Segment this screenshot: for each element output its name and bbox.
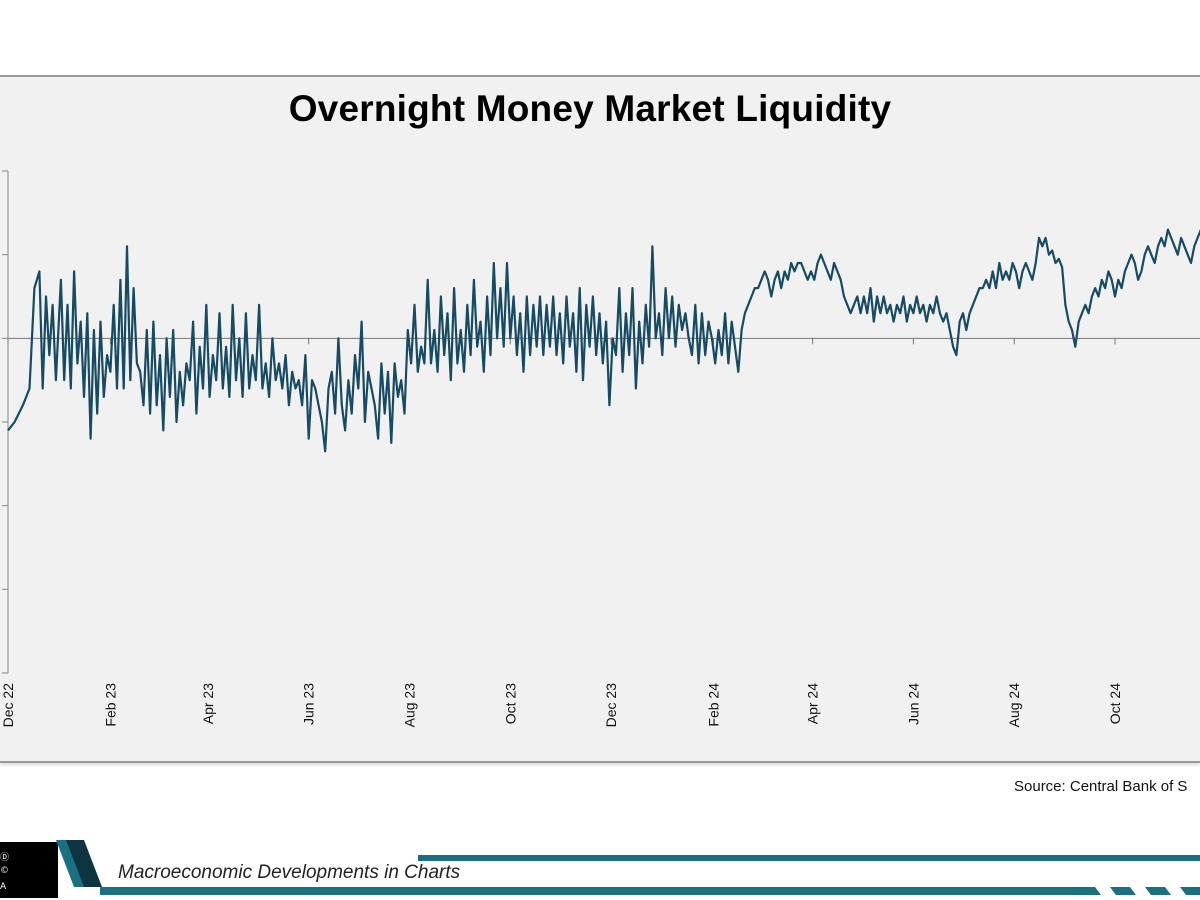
- source-note: Source: Central Bank of S: [1014, 778, 1188, 795]
- logo-glyph-2: ©: [0, 866, 9, 876]
- x-tick-label: Apr 23: [200, 683, 216, 724]
- footer-text: Macroeconomic Developments in Charts: [118, 862, 461, 883]
- footer-notch-2: [1130, 887, 1151, 895]
- x-tick-label: Aug 23: [401, 683, 417, 728]
- footer-bottom-bar: [100, 887, 1200, 895]
- logo-glyph-1: Ⓓ: [0, 853, 10, 863]
- x-tick-label: Oct 24: [1107, 683, 1123, 724]
- logo-glyph-3: A: [0, 882, 7, 892]
- x-tick-label: Oct 23: [502, 683, 518, 724]
- chart-panel: [0, 75, 1200, 763]
- x-tick-label: Feb 23: [102, 683, 118, 727]
- series-line: [7, 228, 1200, 453]
- footer-notch-3: [1165, 887, 1186, 895]
- x-tick-label: Dec 22: [0, 683, 16, 728]
- chart-title: Overnight Money Market Liquidity: [288, 88, 892, 129]
- x-tick-label: Jun 23: [301, 683, 317, 725]
- chart-plot: Dec 22 Feb 23 Apr 23 Jun 23 Aug 23 Oct 23 Dec …: [0, 170, 1200, 728]
- footer-logo: Ⓓ © A: [0, 842, 58, 898]
- footer-top-bar: [418, 855, 1200, 861]
- x-tick-label: Dec 23: [603, 683, 619, 728]
- x-tick-label: Aug 24: [1006, 683, 1022, 728]
- x-tick-label: Feb 24: [706, 683, 722, 727]
- x-tick-label: Apr 24: [805, 683, 821, 724]
- footer-stripe-2: [66, 840, 102, 887]
- footer-band: [56, 840, 1200, 895]
- footer-notch-1: [1095, 887, 1116, 895]
- x-tick-label: Jun 24: [905, 683, 921, 725]
